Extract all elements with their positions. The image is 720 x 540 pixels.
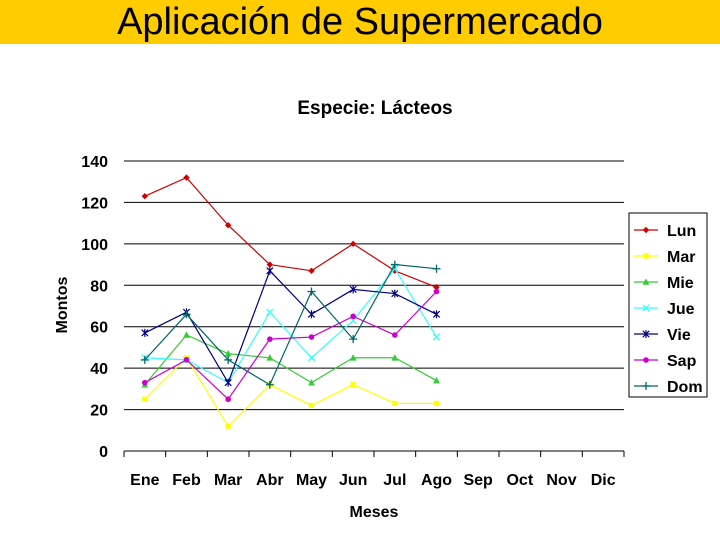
x-tick-label: Dic: [591, 472, 616, 489]
x-tick-label: Sep: [463, 472, 493, 489]
series-line-lun: [144, 176, 437, 288]
x-tick-label: Nov: [546, 472, 576, 489]
series-line-mie: [144, 334, 437, 386]
data-point-mie: [391, 354, 399, 361]
legend-marker-jue: [642, 304, 650, 312]
data-point-mie: [224, 350, 232, 357]
y-tick-label: 40: [90, 361, 108, 378]
data-point-jue: [307, 354, 316, 362]
x-tick-label: Abr: [256, 472, 284, 489]
data-point-sap: [433, 288, 440, 295]
data-point-sap: [267, 336, 273, 342]
x-tick-label: May: [296, 472, 327, 489]
data-point-dom: [265, 380, 274, 389]
legend-marker-mar: [643, 253, 649, 259]
legend-box: [628, 212, 708, 398]
data-point-vie: [224, 378, 232, 387]
data-point-dom: [224, 355, 233, 364]
series-line-vie: [144, 269, 437, 385]
y-axis-label: Montos: [54, 276, 71, 333]
data-point-jue: [266, 308, 274, 316]
data-point-lun: [308, 267, 315, 274]
data-point-lun: [183, 174, 190, 181]
y-tick-label: 120: [81, 195, 108, 212]
data-point-sap: [308, 334, 315, 340]
legend-marker-lun: [642, 226, 650, 234]
legend-marker-vie: [642, 330, 650, 338]
legend-label-mie: Mie: [667, 275, 694, 292]
y-tick-label: 0: [99, 444, 108, 461]
legend-marker-dom: [642, 382, 650, 390]
data-point-vie: [349, 285, 357, 294]
data-point-mie: [308, 379, 315, 386]
data-point-mie: [433, 376, 440, 384]
x-tick-label: Ene: [130, 472, 159, 489]
data-point-jue: [432, 333, 441, 341]
legend-label-mar: Mar: [667, 249, 695, 266]
legend-marker-mie: [642, 278, 650, 285]
data-point-vie: [307, 310, 316, 319]
data-point-sap: [183, 357, 190, 363]
data-point-dom: [432, 264, 441, 273]
data-point-dom: [307, 287, 316, 296]
legend-label-dom: Dom: [667, 379, 703, 396]
data-point-vie: [266, 266, 274, 275]
series-line-jue: [144, 267, 438, 384]
data-point-vie: [391, 289, 399, 298]
data-point-vie: [141, 328, 149, 337]
data-point-dom: [140, 355, 149, 364]
data-point-sap: [225, 396, 231, 403]
legend: Lun Mar Mie Jue Vie Sap Dom: [628, 212, 708, 398]
plot-area: 0 20 40 60 80 100 120 140 Ene Feb Mar Abr May Jun Jul A…: [81, 154, 625, 489]
legend-label-jue: Jue: [667, 301, 695, 318]
title-bar: [0, 0, 720, 44]
data-point-lun: [224, 222, 232, 229]
legend-marker-sap: [643, 357, 649, 363]
x-tick-label: Mar: [214, 472, 242, 489]
x-tick-label: Feb: [172, 472, 201, 489]
y-tick-label: 20: [90, 403, 108, 420]
data-point-mar: [308, 402, 315, 409]
chart-title: Especie: Lácteos: [297, 98, 452, 119]
data-point-mie: [183, 331, 190, 338]
y-tick-label: 100: [81, 237, 108, 254]
x-tick-label: Jun: [339, 472, 367, 489]
series-line-sap: [144, 291, 437, 401]
data-point-lun: [433, 284, 440, 291]
series-line-dom: [144, 263, 437, 386]
data-point-lun: [266, 261, 274, 268]
x-tick-label: Oct: [506, 472, 533, 489]
data-point-mar: [142, 396, 148, 402]
data-point-sap: [142, 379, 148, 386]
data-point-sap: [392, 332, 398, 338]
data-point-vie: [432, 310, 441, 319]
data-point-dom: [182, 310, 191, 319]
data-point-mie: [266, 354, 274, 361]
legend-label-vie: Vie: [667, 327, 691, 344]
series-line-mar: [144, 356, 437, 428]
x-axis-label: Meses: [350, 504, 399, 521]
data-point-lun: [141, 193, 149, 200]
y-tick-label: 140: [81, 154, 108, 171]
data-point-mar: [392, 400, 398, 406]
slide-title: Aplicación de Supermercado: [117, 1, 603, 43]
data-point-jue: [349, 316, 357, 325]
data-point-mar: [350, 382, 356, 388]
data-point-mar: [433, 400, 440, 406]
data-point-mie: [349, 354, 357, 361]
data-point-mar: [225, 423, 231, 429]
y-tick-label: 80: [90, 278, 108, 295]
x-tick-label: Jul: [383, 472, 406, 489]
x-tick-label: Ago: [421, 472, 452, 489]
data-point-jue: [391, 265, 399, 273]
data-point-dom: [390, 260, 399, 269]
y-tick-label: 60: [90, 320, 108, 337]
data-point-sap: [350, 313, 356, 320]
data-point-lun: [349, 240, 357, 248]
legend-label-sap: Sap: [667, 353, 697, 370]
legend-label-lun: Lun: [667, 223, 696, 240]
data-point-dom: [349, 335, 358, 344]
